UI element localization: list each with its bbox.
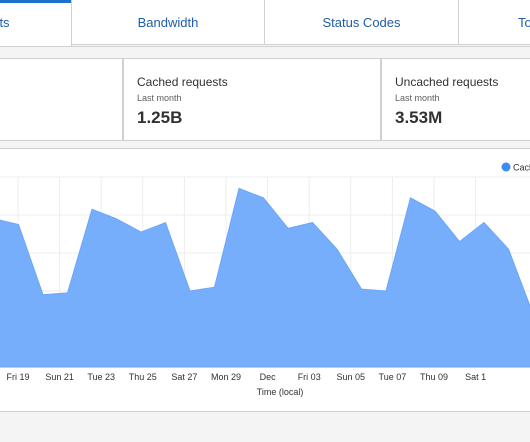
tab-bar: ts Bandwidth Status Codes To xyxy=(0,0,530,47)
x-axis-ticks: Fri 19 Sun 21 Tue 23 Thu 25 Sat 27 Mon 29 Dec F… xyxy=(6,372,486,382)
card-uncached-requests: Uncached requests Last month 3.53M xyxy=(381,58,530,141)
card-subtitle: Last month xyxy=(137,93,182,103)
x-tick-label: Sun 05 xyxy=(337,372,366,382)
tab-status-codes[interactable]: Status Codes xyxy=(264,0,459,45)
x-tick-label: Fri 19 xyxy=(6,372,29,382)
x-tick-label: Sat 1 xyxy=(465,372,486,382)
card-title: Uncached requests xyxy=(395,75,499,89)
card-subtitle: Last month xyxy=(395,93,440,103)
summary-cards: Cached requests Last month 1.25B Uncache… xyxy=(0,58,530,142)
x-tick-label: Tue 07 xyxy=(379,372,407,382)
tab-label: ts xyxy=(0,15,10,30)
requests-chart-panel: Fri 19 Sun 21 Tue 23 Thu 25 Sat 27 Mon 29 Dec F… xyxy=(0,148,530,412)
tab-label: Bandwidth xyxy=(137,15,199,30)
tab-label: Status Codes xyxy=(322,15,401,30)
x-tick-label: Tue 23 xyxy=(87,372,115,382)
card-value: 1.25B xyxy=(137,108,183,127)
tab-requests[interactable]: ts xyxy=(0,0,72,46)
legend-label-cached: Cach xyxy=(513,163,530,173)
tab-top[interactable]: To xyxy=(458,0,530,45)
card-title: Cached requests xyxy=(137,75,228,89)
tab-label: To xyxy=(518,15,530,30)
x-tick-label: Dec xyxy=(260,372,277,382)
tab-bandwidth[interactable]: Bandwidth xyxy=(71,0,265,45)
x-axis-label: Time (local) xyxy=(257,387,304,397)
series-area-cached xyxy=(0,187,530,368)
card-total-requests xyxy=(0,58,123,141)
x-tick-label: Fri 03 xyxy=(298,372,321,382)
card-value: 3.53M xyxy=(395,108,443,127)
requests-area-chart: Fri 19 Sun 21 Tue 23 Thu 25 Sat 27 Mon 29 Dec F… xyxy=(0,162,530,397)
x-tick-label: Sun 21 xyxy=(45,372,74,382)
card-cached-requests: Cached requests Last month 1.25B xyxy=(123,58,381,141)
x-tick-label: Thu 25 xyxy=(129,372,157,382)
x-tick-label: Sat 27 xyxy=(171,372,197,382)
x-tick-label: Thu 09 xyxy=(420,372,448,382)
legend-dot-cached xyxy=(501,162,511,172)
x-tick-label: Mon 29 xyxy=(211,372,241,382)
